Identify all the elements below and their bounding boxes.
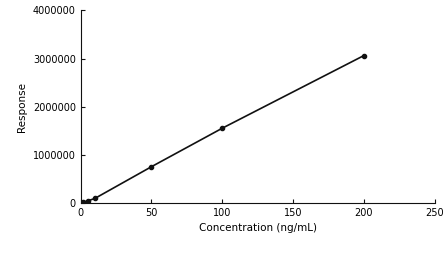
Y-axis label: Response: Response (17, 82, 27, 132)
X-axis label: Concentration (ng/mL): Concentration (ng/mL) (198, 223, 317, 233)
